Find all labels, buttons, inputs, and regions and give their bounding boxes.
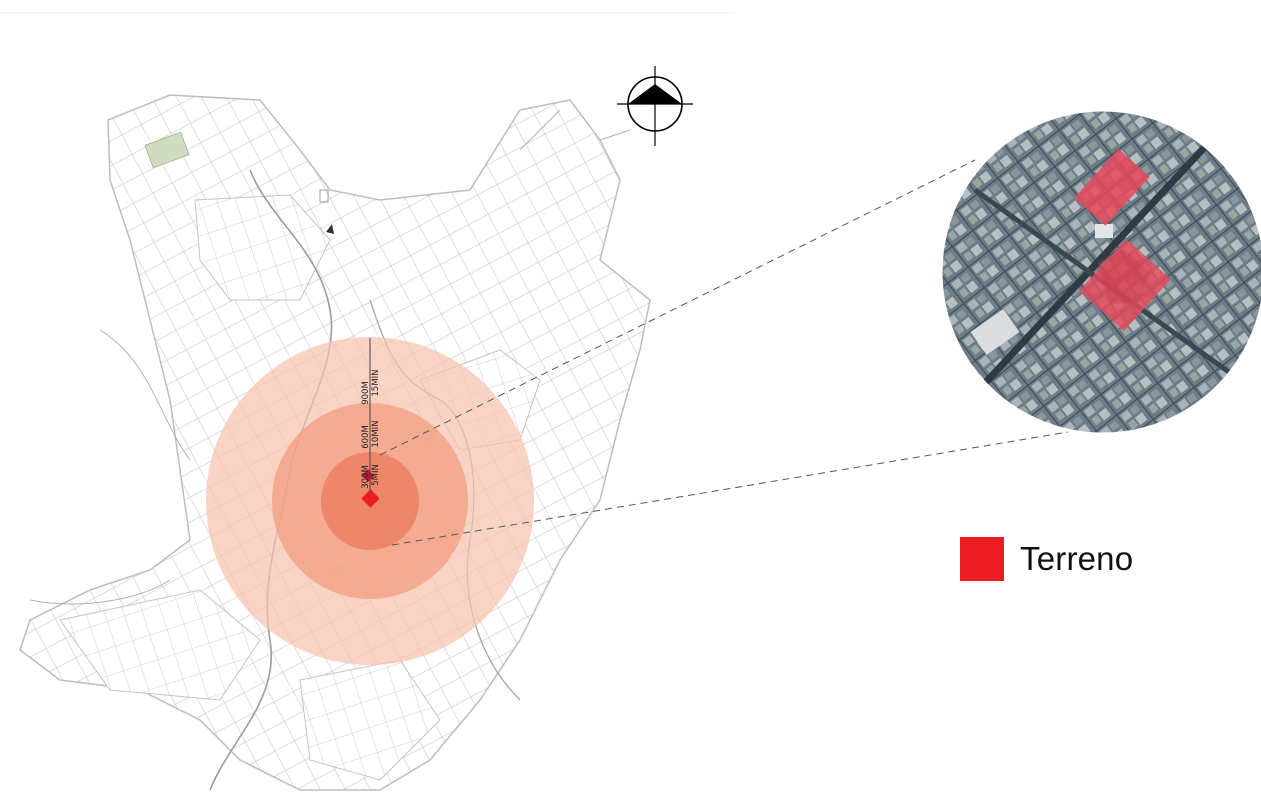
- legend-label-terreno: Terreno: [1020, 540, 1134, 577]
- site-pin: [362, 469, 374, 482]
- north-arrow-icon: [617, 66, 693, 146]
- site-marker: [361, 489, 380, 508]
- ring-label-600-distance: 600M: [361, 425, 371, 449]
- zoom-leader-lines: [379, 159, 1069, 546]
- ring-label-600-time: 10MIN: [371, 420, 381, 447]
- ring-label-900-time: 15MIN: [371, 369, 381, 396]
- inset-lot-north: [1074, 148, 1150, 226]
- legend: Terreno: [960, 537, 1133, 581]
- ring-label-300-distance: 300M: [361, 465, 371, 489]
- inset-lot-south: [1079, 238, 1171, 332]
- ring-label-900-distance: 900M: [361, 381, 371, 405]
- legend-swatch-terreno: [960, 537, 1004, 581]
- ring-labels: 900M 15MIN 600M 10MIN 300M 5MIN: [361, 369, 381, 488]
- ring-label-300-time: 5MIN: [371, 464, 381, 486]
- aerial-inset: [941, 110, 1261, 434]
